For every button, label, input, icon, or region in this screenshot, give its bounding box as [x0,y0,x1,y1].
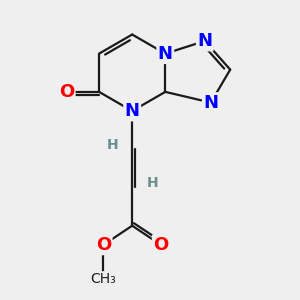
Text: N: N [125,102,140,120]
Text: O: O [59,83,74,101]
Text: H: H [146,176,158,190]
Text: H: H [106,138,118,152]
Text: N: N [203,94,218,112]
Text: N: N [197,32,212,50]
Text: CH₃: CH₃ [91,272,116,286]
Text: O: O [96,236,111,254]
Text: N: N [158,45,173,63]
Text: O: O [153,236,169,254]
